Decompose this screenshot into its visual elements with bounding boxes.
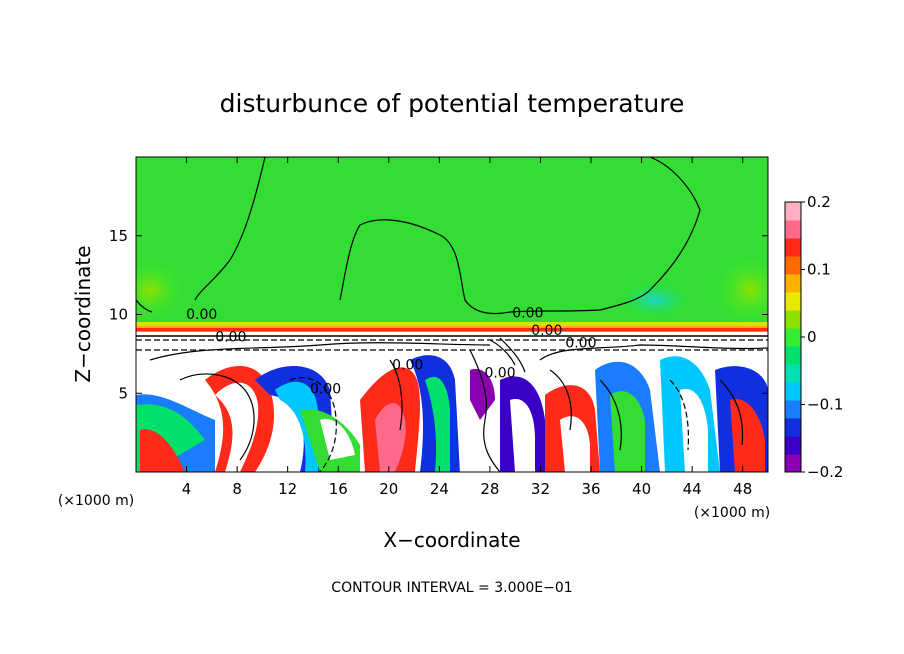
colorbar-swatch <box>785 256 801 275</box>
contour-label: 0.00 <box>310 381 341 397</box>
colorbar-swatch <box>785 436 801 455</box>
x-unit-right: (×1000 m) <box>694 505 770 521</box>
colorbar-swatch <box>785 328 801 347</box>
x-axis-title: X−coordinate <box>383 528 520 552</box>
contour-label: 0.00 <box>392 358 423 374</box>
colorbar-swatch <box>785 454 801 473</box>
colorbar: 0.2 0.1 0 −0.1 −0.2 <box>784 193 843 481</box>
y-tick-label: 5 <box>118 384 128 402</box>
x-unit-left: (×1000 m) <box>58 493 134 509</box>
x-tick-label: 32 <box>531 480 550 498</box>
lime-patch-left <box>136 260 185 320</box>
contour-label: 0.00 <box>531 323 562 339</box>
inversion-red <box>136 328 768 331</box>
x-tick-label: 20 <box>379 480 398 498</box>
y-axis: 5 10 15 <box>109 227 768 402</box>
cyan-patch <box>620 282 690 318</box>
colorbar-label: 0.2 <box>807 193 831 211</box>
x-tick-label: 28 <box>480 480 499 498</box>
colorbar-swatch <box>785 382 801 401</box>
colorbar-swatch <box>785 346 801 365</box>
colorbar-swatch <box>785 418 801 437</box>
x-tick-label: 4 <box>182 480 192 498</box>
y-tick-label: 10 <box>109 306 128 324</box>
colorbar-swatch <box>785 220 801 239</box>
colorbar-label: −0.1 <box>807 396 843 414</box>
colorbar-swatch <box>785 238 801 257</box>
contour-interval-note: CONTOUR INTERVAL = 3.000E−01 <box>331 580 572 596</box>
inversion-orange <box>136 326 768 328</box>
x-tick-label: 8 <box>232 480 242 498</box>
x-tick-label: 12 <box>278 480 297 498</box>
contour-labels: 0.000.000.000.00 0.000.000.000.00 <box>186 306 596 398</box>
contour-lines <box>136 157 768 472</box>
plot-area: 0.000.000.000.00 0.000.000.000.00 <box>136 157 768 472</box>
colorbar-label: −0.2 <box>807 463 843 481</box>
contour-label: 0.00 <box>484 366 515 382</box>
chart-title: disturbunce of potential temperature <box>220 89 685 118</box>
turbulent-field <box>136 355 768 472</box>
contour-label: 0.00 <box>215 329 246 345</box>
x-tick-label: 44 <box>683 480 702 498</box>
contour-label: 0.00 <box>565 336 596 352</box>
colorbar-label: 0.1 <box>807 261 831 279</box>
colorbar-swatch <box>785 364 801 383</box>
colorbar-swatch <box>785 310 801 329</box>
lime-patch-right <box>715 255 768 325</box>
x-tick-label: 16 <box>329 480 348 498</box>
x-axis: 4 8 12 16 20 24 28 32 36 40 44 48 <box>182 157 752 498</box>
x-tick-label: 24 <box>430 480 449 498</box>
colorbar-swatch <box>785 400 801 419</box>
inversion-yellow <box>136 322 768 326</box>
contour-label: 0.00 <box>512 306 543 322</box>
x-tick-label: 48 <box>733 480 752 498</box>
contour-label: 0.00 <box>186 307 217 323</box>
colorbar-label: 0 <box>807 328 817 346</box>
colorbar-swatch <box>785 292 801 311</box>
y-axis-title: Z−coordinate <box>71 245 95 382</box>
x-tick-label: 40 <box>632 480 651 498</box>
y-tick-label: 15 <box>109 227 128 245</box>
colorbar-swatch <box>785 202 801 221</box>
colorbar-swatch <box>785 274 801 293</box>
x-tick-label: 36 <box>581 480 600 498</box>
